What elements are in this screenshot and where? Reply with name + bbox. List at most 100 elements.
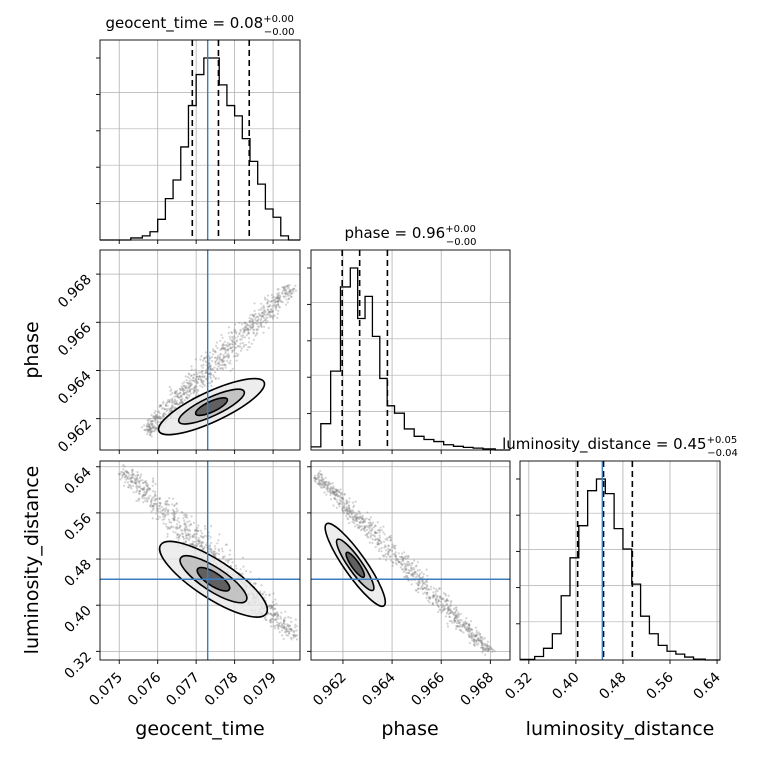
sample-point: [123, 473, 126, 476]
sample-point: [329, 488, 332, 491]
sample-point: [218, 356, 221, 359]
title-sub: −0.04: [707, 448, 738, 459]
sample-point: [374, 524, 377, 527]
sample-point: [425, 592, 428, 595]
sample-point: [246, 327, 249, 330]
sample-point: [126, 470, 129, 473]
sample-point: [245, 323, 248, 326]
sample-point: [444, 594, 447, 597]
sample-point: [287, 630, 290, 633]
sample-point: [139, 475, 142, 478]
sample-point: [166, 527, 169, 531]
sample-point: [277, 626, 280, 629]
sample-point: [182, 384, 186, 388]
sample-point: [122, 463, 125, 467]
sample-point: [191, 536, 194, 539]
sample-point: [275, 613, 278, 616]
sample-point: [200, 379, 203, 382]
sample-point: [338, 502, 341, 505]
sample-point: [406, 554, 410, 558]
sample-point: [416, 575, 419, 578]
sample-point: [394, 555, 397, 558]
sample-point: [286, 301, 289, 304]
sample-point: [345, 501, 349, 504]
sample-point: [248, 325, 251, 328]
sample-point: [274, 618, 278, 622]
sample-point: [454, 619, 457, 622]
sample-point: [177, 403, 180, 406]
sample-point: [428, 597, 431, 600]
sample-point: [260, 302, 263, 305]
sample-point: [425, 568, 428, 571]
sample-point: [329, 487, 332, 490]
sample-point: [166, 503, 169, 506]
sample-point: [379, 539, 382, 542]
sample-point: [138, 489, 141, 492]
sample-point: [178, 402, 181, 405]
sample-point: [169, 410, 172, 413]
sample-point: [173, 402, 176, 405]
sample-point: [142, 482, 145, 485]
sample-point: [222, 347, 225, 351]
sample-point: [184, 537, 187, 540]
sample-point: [221, 344, 224, 347]
sample-point: [247, 328, 250, 331]
sample-point: [232, 335, 236, 338]
sample-point: [193, 529, 197, 532]
sample-point: [335, 498, 338, 501]
sample-point: [155, 497, 158, 500]
sample-point: [149, 425, 152, 428]
sample-point: [198, 540, 201, 543]
sample-point: [190, 515, 193, 518]
sample-point: [179, 398, 182, 401]
sample-point: [413, 571, 416, 574]
sample-point: [173, 514, 176, 517]
sample-point: [369, 522, 372, 525]
sample-point: [322, 482, 325, 485]
sample-point: [475, 640, 478, 643]
sample-point: [264, 310, 267, 313]
sample-point: [335, 492, 338, 496]
sample-point: [427, 588, 430, 591]
sample-point: [147, 419, 150, 422]
sample-point: [358, 521, 361, 524]
sample-point: [164, 403, 167, 406]
sample-point: [263, 596, 266, 599]
sample-point: [134, 482, 137, 485]
sample-point: [185, 514, 189, 517]
sample-point: [183, 399, 186, 402]
sample-point: [402, 557, 405, 560]
sample-point: [202, 383, 205, 386]
sample-point: [332, 490, 336, 493]
sample-point: [272, 592, 275, 595]
sample-point: [267, 311, 270, 314]
sample-point: [318, 484, 321, 487]
sample-point: [183, 527, 186, 531]
sample-point: [173, 512, 176, 515]
sample-point: [487, 647, 490, 650]
sample-point: [150, 413, 153, 417]
sample-point: [432, 594, 435, 597]
sample-point: [269, 620, 272, 623]
sample-point: [425, 596, 428, 600]
sample-point: [175, 523, 179, 526]
sample-point: [233, 330, 236, 333]
sample-point: [188, 379, 191, 382]
sample-point: [350, 513, 354, 516]
sample-point: [203, 525, 207, 528]
sample-point: [269, 621, 272, 624]
sample-point: [193, 533, 196, 536]
panel-frame-luminosity_distance: [519, 460, 721, 661]
sample-point: [226, 341, 229, 344]
sample-point: [134, 474, 137, 477]
sample-point: [455, 609, 458, 612]
sample-point: [432, 591, 435, 594]
sample-point: [450, 620, 453, 623]
sample-point: [328, 480, 331, 484]
sample-point: [186, 397, 189, 400]
sample-point: [289, 289, 293, 292]
sample-point: [329, 493, 332, 497]
sample-point: [159, 502, 162, 505]
sample-point: [391, 564, 394, 567]
sample-point: [328, 482, 331, 485]
